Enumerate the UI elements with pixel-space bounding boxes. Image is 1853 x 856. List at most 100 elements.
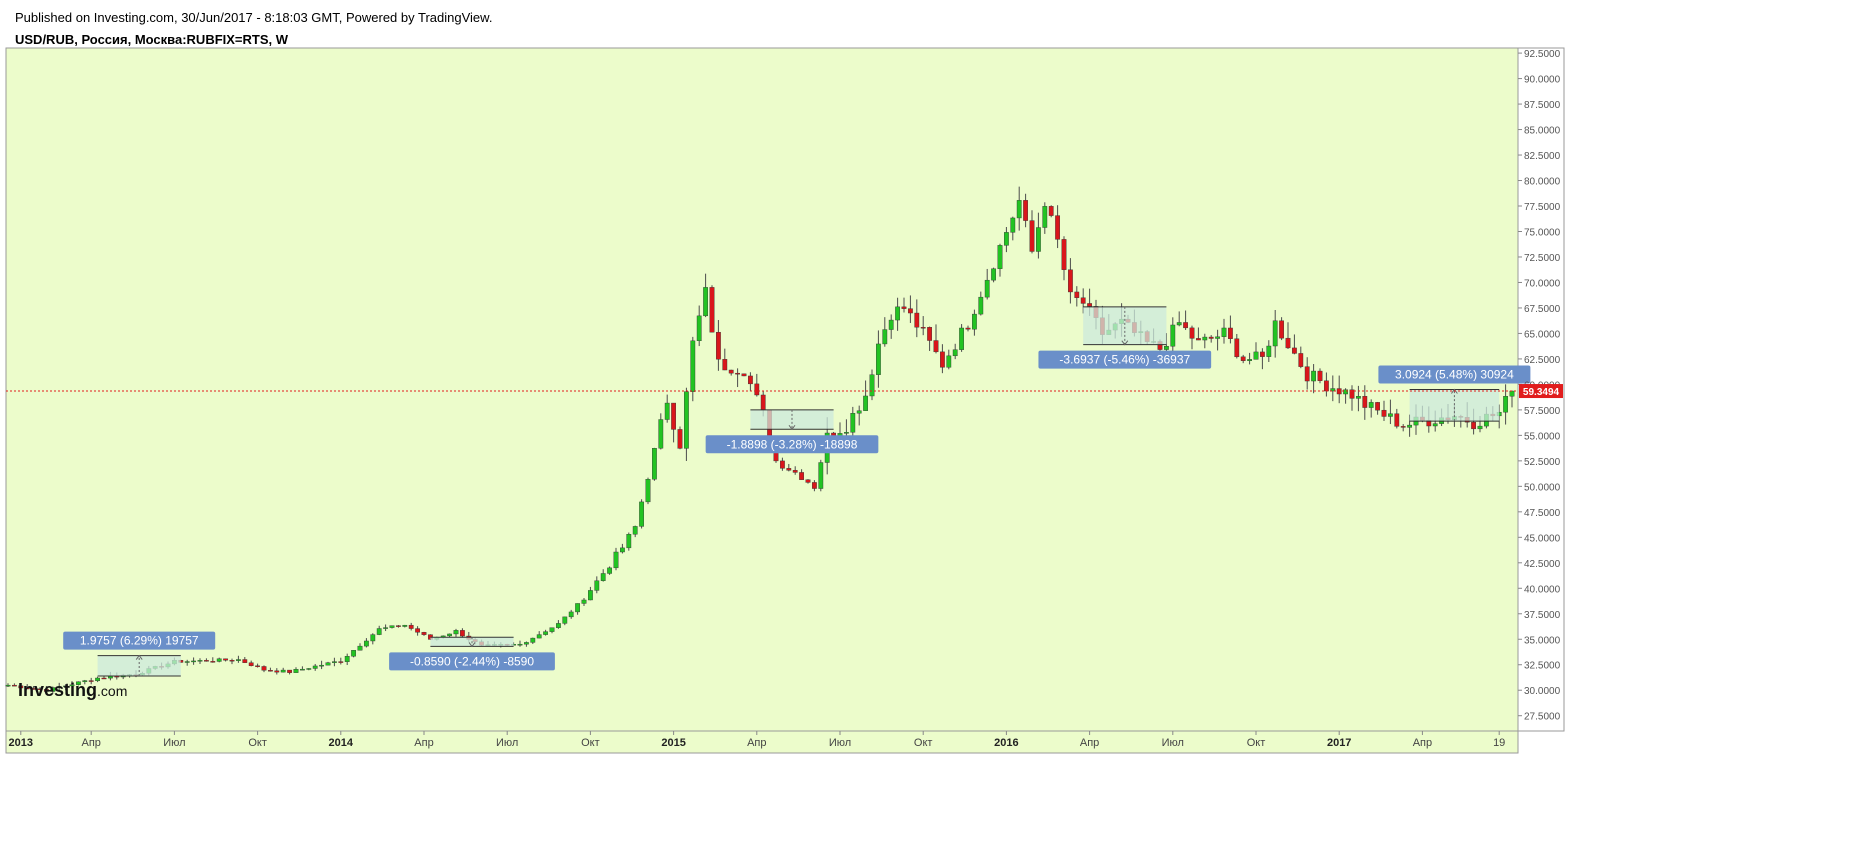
logo-brand: Investing <box>18 680 97 700</box>
candle-body <box>223 658 228 661</box>
candle-body <box>613 551 619 569</box>
candle-body <box>869 374 875 397</box>
candle-body <box>1477 425 1483 430</box>
candle-body <box>1035 227 1041 252</box>
candle-body <box>1375 402 1381 411</box>
candle-body <box>274 670 280 673</box>
y-tick-label: 45.0000 <box>1524 533 1561 544</box>
x-tick-label: 2017 <box>1327 737 1351 749</box>
candle-body <box>1010 217 1016 233</box>
candle-body <box>991 268 997 281</box>
measure-box <box>1083 306 1167 345</box>
x-tick-label: 2014 <box>329 737 354 749</box>
candle-body <box>37 688 43 690</box>
candle-body <box>1061 239 1067 270</box>
symbol-title: USD/RUB, Россия, Москва:RUBFIX=RTS, W <box>15 32 289 47</box>
candle-body <box>607 567 613 574</box>
candle-body <box>984 279 990 298</box>
x-tick-label: Апр <box>81 737 100 749</box>
candle-body <box>1004 232 1009 246</box>
plot-area[interactable] <box>5 47 1519 732</box>
x-tick-label: Июл <box>496 737 518 749</box>
candle-body <box>1432 423 1438 427</box>
candle-body <box>888 319 894 330</box>
candle-body <box>1279 320 1285 339</box>
measure-box <box>97 655 181 676</box>
y-tick-label: 47.5000 <box>1524 508 1561 519</box>
x-axis[interactable] <box>5 730 1519 754</box>
candle-body <box>312 665 318 669</box>
candle-body <box>1234 338 1240 358</box>
candle-body <box>229 660 235 662</box>
y-tick-label: 35.0000 <box>1524 635 1561 646</box>
candle-body <box>844 432 849 434</box>
x-tick-label: 2013 <box>9 737 33 749</box>
candle-body <box>1311 370 1317 382</box>
candle-body <box>882 329 888 345</box>
candle-body <box>1291 347 1297 354</box>
candle-body <box>952 349 958 357</box>
candle-body <box>1208 336 1214 339</box>
candle-body <box>31 688 36 690</box>
candle-body <box>997 245 1003 269</box>
candle-body <box>895 306 901 321</box>
x-tick-label: 2016 <box>994 737 1018 749</box>
y-tick-label: 32.5000 <box>1524 661 1561 672</box>
candle-body <box>408 624 414 629</box>
candle-body <box>741 373 747 377</box>
candle-body <box>940 351 945 368</box>
candle-body <box>863 395 869 411</box>
measure-arrow-head <box>1121 340 1129 346</box>
y-tick-label: 55.0000 <box>1524 431 1561 442</box>
candle-body <box>792 470 798 473</box>
candle-body <box>56 686 62 689</box>
candle-body <box>453 630 459 635</box>
candle-body <box>1176 322 1182 326</box>
candle-body <box>965 327 971 330</box>
candle-body <box>524 642 529 645</box>
candle-body <box>1343 389 1349 395</box>
candle-body <box>268 670 273 672</box>
candle-body <box>1317 370 1323 381</box>
candle-body <box>901 306 907 309</box>
candle-body <box>248 662 254 666</box>
y-tick-labels: 27.5000 30.0000 32.5000 35.0000 37.5000 40.00… <box>1518 49 1561 723</box>
candle-body <box>1048 206 1054 216</box>
candle-body <box>242 659 248 663</box>
candle-body <box>255 665 260 667</box>
candle-body <box>927 327 933 341</box>
candle-body <box>325 662 331 666</box>
candle-body <box>933 340 939 353</box>
candle-body <box>1163 346 1169 350</box>
y-tick-label: 82.5000 <box>1524 151 1561 162</box>
candle-body <box>812 482 817 489</box>
candle-body <box>517 643 523 646</box>
candle-body <box>562 616 568 624</box>
candle-body <box>536 634 542 639</box>
y-tick-label: 70.0000 <box>1524 278 1561 289</box>
candle-body <box>1016 200 1022 219</box>
measure-label: -3.6937 (-5.46%) -36937 <box>1059 353 1190 367</box>
x-tick-label: Июл <box>163 737 185 749</box>
candle-body <box>1349 389 1355 399</box>
candle-body <box>1221 327 1227 337</box>
candle-body <box>728 369 734 374</box>
candle-body <box>1400 426 1406 428</box>
candle-body <box>978 296 984 315</box>
candle-body <box>280 669 286 673</box>
candle-body <box>735 372 741 375</box>
candle-body <box>568 611 574 618</box>
candle-body <box>696 315 702 342</box>
candle-body <box>50 687 56 692</box>
candle-body <box>44 689 49 692</box>
y-tick-label: 52.5000 <box>1524 457 1561 468</box>
candle-body <box>588 590 593 601</box>
measure-label-box <box>389 652 555 671</box>
x-tick-label: Апр <box>1080 737 1099 749</box>
measure-label-box <box>63 631 216 650</box>
candle-body <box>370 634 376 642</box>
candle-body <box>383 627 388 629</box>
candle-body <box>709 287 715 333</box>
candle-body <box>1503 396 1509 413</box>
